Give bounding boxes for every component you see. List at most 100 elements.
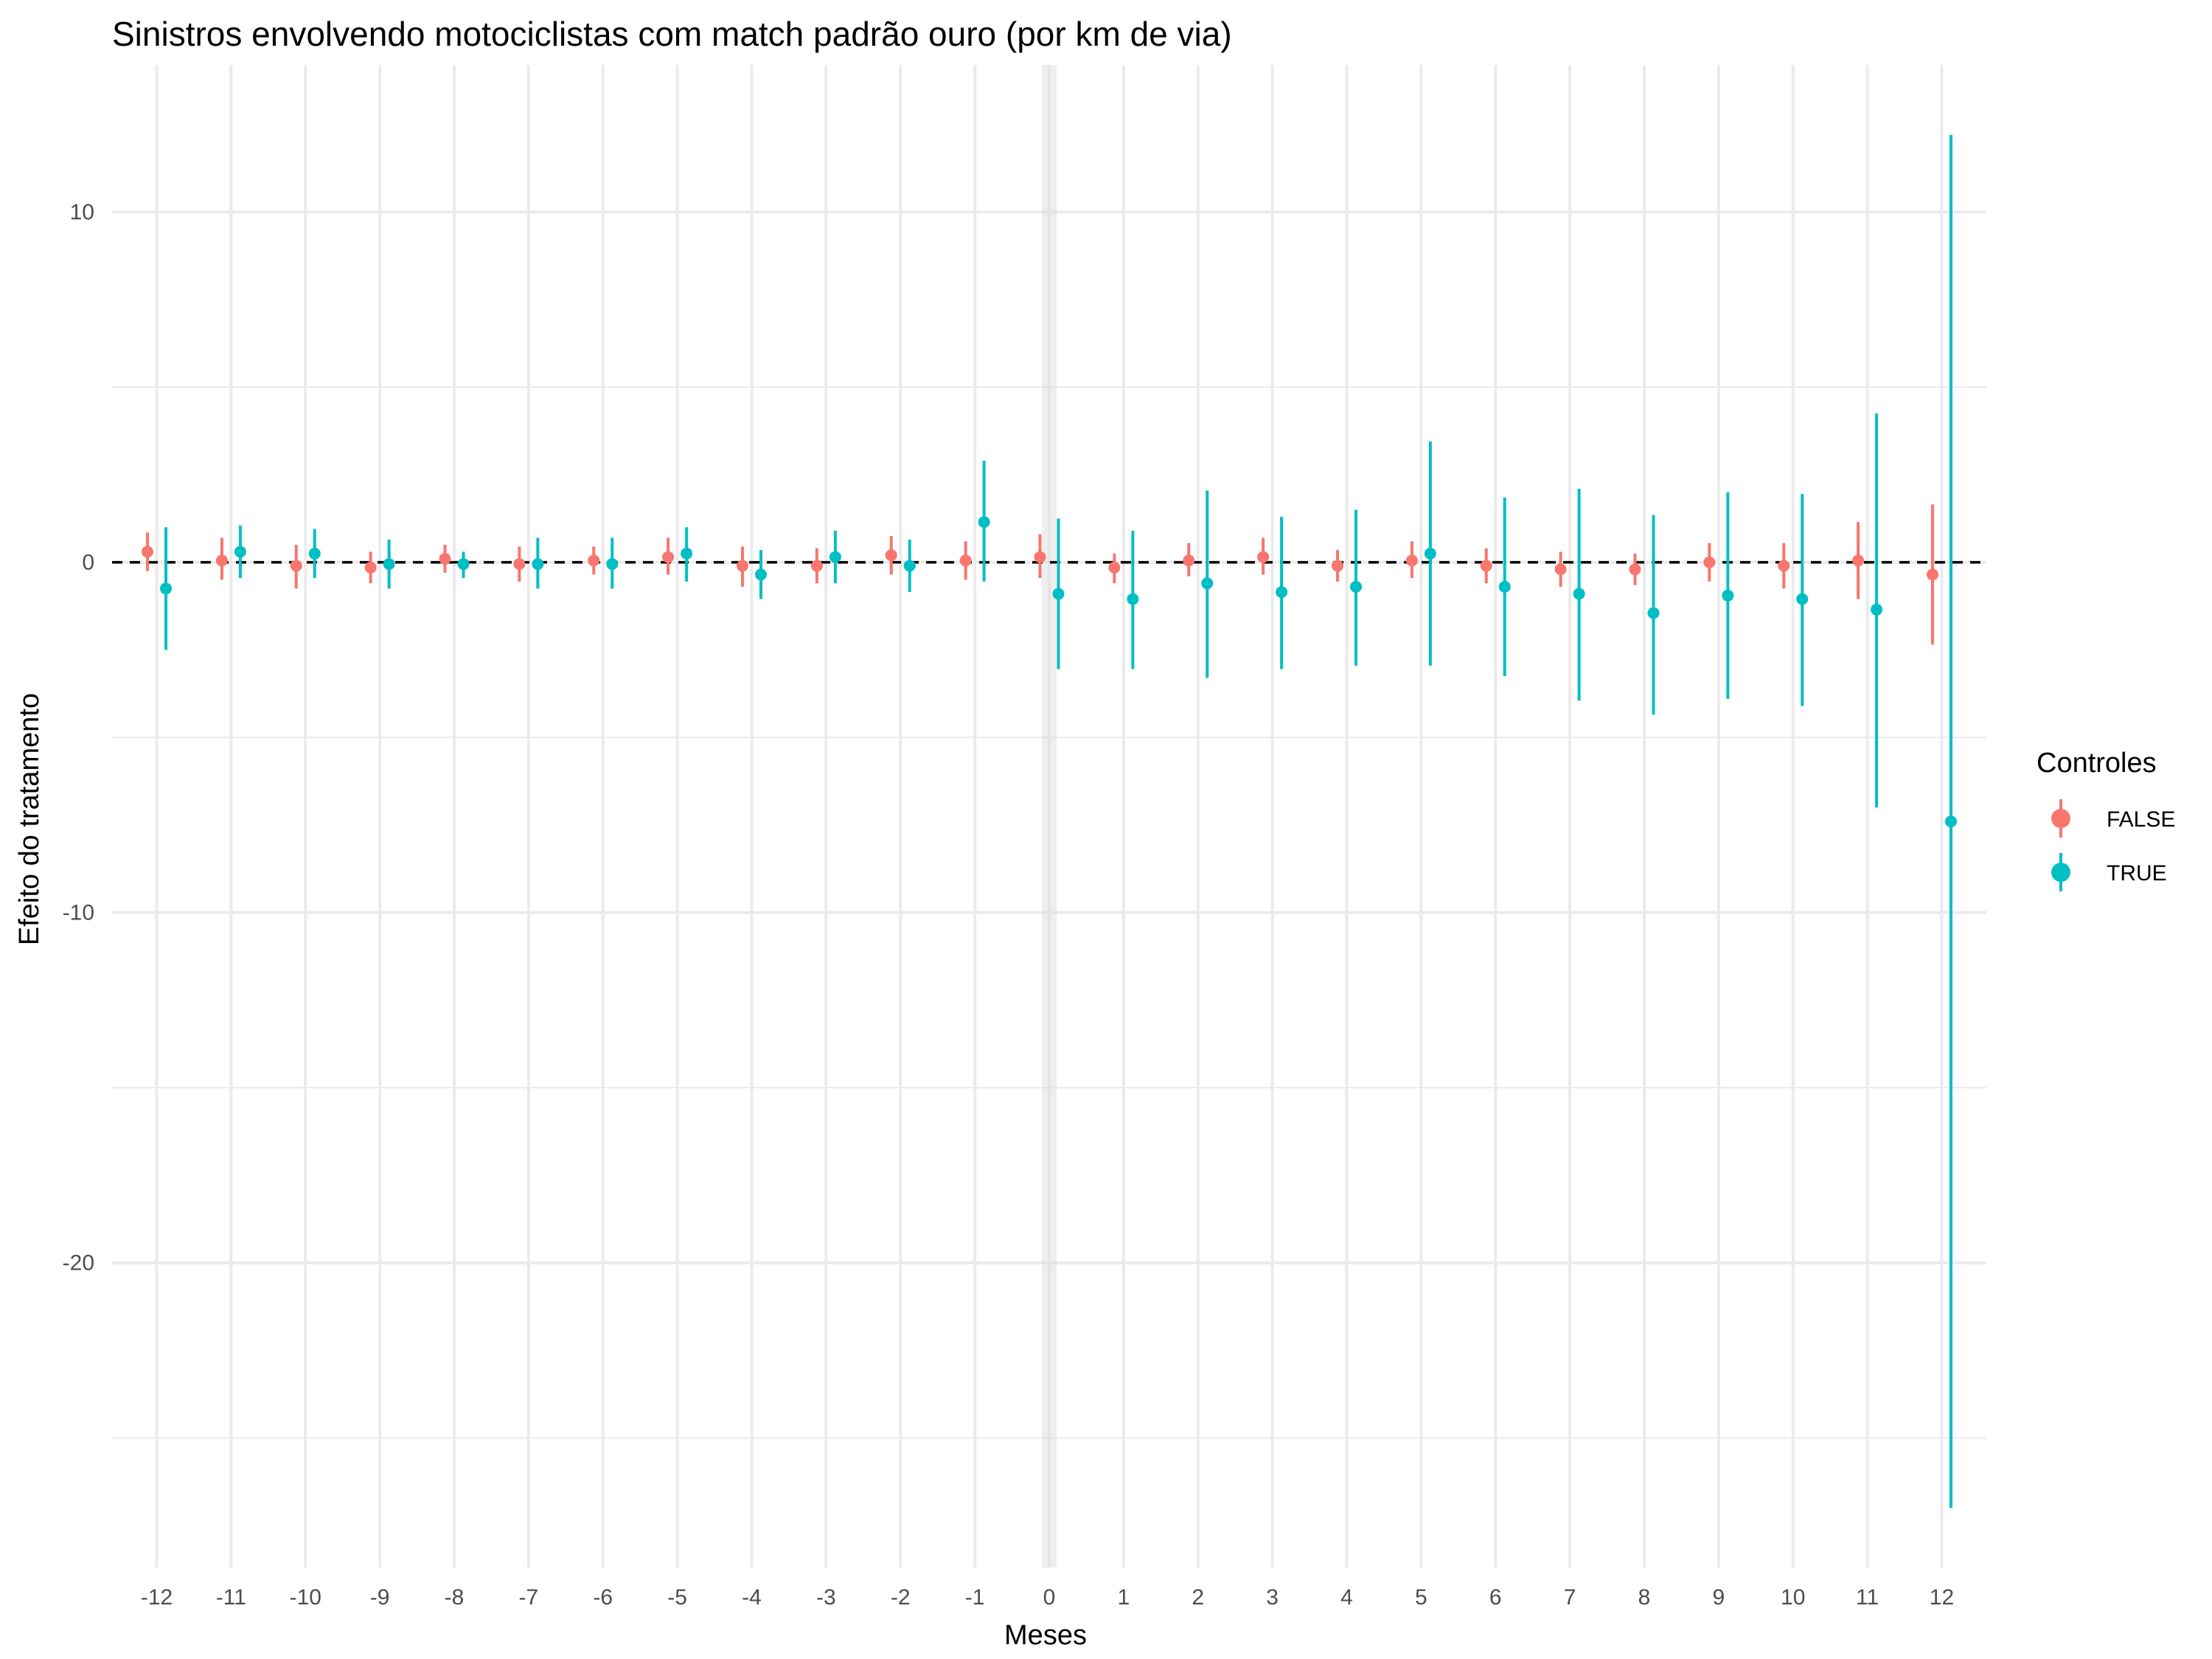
legend-key-point	[2051, 863, 2070, 882]
data-point	[755, 568, 768, 581]
y-tick-label: -20	[63, 1251, 94, 1276]
data-point	[1498, 580, 1511, 593]
x-axis-ticks: -12 -11 -10 -9 -8 -7 -6 -5 -4 -3 -2 -1 0 1 2 3 4 5 6 7 8 9 10 1…	[141, 1585, 1954, 1610]
x-tick-label: 0	[1043, 1585, 1056, 1610]
data-point	[588, 554, 600, 567]
legend-item-false: FALSE	[2051, 799, 2175, 838]
data-point	[1424, 547, 1436, 560]
data-point	[1573, 588, 1585, 600]
x-tick-label: 1	[1118, 1585, 1130, 1610]
legend-title: Controles	[2037, 748, 2157, 779]
shaded-band	[1042, 65, 1057, 1568]
x-tick-label: -2	[891, 1585, 911, 1610]
x-tick-label: -6	[593, 1585, 613, 1610]
x-tick-label: -12	[141, 1585, 173, 1610]
data-point	[1703, 556, 1716, 568]
x-tick-label: -4	[742, 1585, 762, 1610]
data-point	[364, 561, 377, 574]
shaded-region	[1042, 65, 1057, 1568]
data-point	[1034, 551, 1046, 563]
data-point	[1722, 589, 1734, 602]
x-tick-label: 3	[1266, 1585, 1279, 1610]
chart-title: Sinistros envolvendo motociclistas com m…	[112, 15, 1232, 53]
grid	[112, 65, 1986, 1568]
x-tick-label: -8	[445, 1585, 465, 1610]
x-tick-label: 5	[1415, 1585, 1427, 1610]
data-point	[1183, 554, 1195, 567]
data-point	[234, 546, 246, 558]
x-tick-label: -10	[290, 1585, 321, 1610]
data-point	[606, 557, 619, 570]
legend-item-true: TRUE	[2051, 853, 2167, 891]
data-point	[308, 547, 321, 560]
data-point	[959, 554, 972, 567]
x-tick-label: 9	[1713, 1585, 1725, 1610]
data-point	[885, 549, 897, 562]
y-axis-ticks: 10 0 -10 -20	[63, 201, 94, 1276]
data-point	[160, 582, 173, 595]
x-tick-label: -3	[816, 1585, 836, 1610]
x-tick-label: 10	[1781, 1585, 1805, 1610]
data-point	[1052, 588, 1065, 600]
legend-key-point	[2051, 809, 2070, 828]
data-point	[1257, 551, 1270, 563]
data-point	[1926, 568, 1938, 581]
data-point	[978, 515, 990, 528]
data-point	[513, 557, 526, 570]
x-tick-label: 12	[1930, 1585, 1954, 1610]
x-tick-label: 11	[1856, 1585, 1879, 1610]
data-point	[457, 557, 470, 570]
x-tick-label: 6	[1489, 1585, 1502, 1610]
y-tick-label: -10	[63, 901, 94, 925]
y-axis-label: Efeito do tratamento	[14, 693, 45, 945]
legend-label: FALSE	[2107, 807, 2175, 832]
y-tick-label: 0	[82, 551, 94, 575]
data-point	[1647, 607, 1660, 619]
data-point	[1480, 560, 1492, 572]
data-point	[1629, 563, 1641, 576]
x-tick-label: 2	[1192, 1585, 1204, 1610]
data-point	[662, 551, 675, 563]
data-point	[1554, 563, 1567, 576]
data-point	[1852, 554, 1865, 567]
data-point	[1871, 603, 1883, 616]
data-point	[1944, 815, 1957, 828]
data-point	[903, 560, 916, 572]
data-point	[810, 560, 823, 572]
data-point	[1108, 561, 1121, 574]
legend: Controles FALSE TRUE	[2037, 748, 2175, 891]
x-tick-label: 8	[1638, 1585, 1651, 1610]
data-point	[737, 560, 749, 572]
data-point	[1331, 560, 1343, 572]
x-tick-label: -5	[667, 1585, 687, 1610]
data-point	[439, 552, 451, 565]
x-tick-label: -1	[965, 1585, 985, 1610]
x-tick-label: 7	[1564, 1585, 1576, 1610]
x-tick-label: -7	[519, 1585, 539, 1610]
data-point	[1127, 593, 1139, 605]
data-point	[1349, 580, 1362, 593]
data-point	[1276, 585, 1288, 598]
x-tick-label: 4	[1340, 1585, 1353, 1610]
x-tick-label: -9	[370, 1585, 390, 1610]
data-point	[829, 551, 841, 563]
data-point	[215, 554, 228, 567]
legend-label: TRUE	[2107, 861, 2167, 886]
data-point	[1201, 577, 1214, 590]
series-true	[160, 135, 1957, 1509]
series-false	[142, 504, 1938, 645]
x-tick-label: -11	[216, 1585, 246, 1610]
data-point	[383, 557, 395, 570]
data-point	[1796, 593, 1809, 605]
data-point	[142, 546, 154, 558]
x-axis-label: Meses	[1004, 1620, 1087, 1651]
y-tick-label: 10	[70, 201, 94, 225]
data-point	[1778, 560, 1790, 572]
data-point	[532, 557, 544, 570]
data-point	[1405, 554, 1418, 567]
data-point	[290, 560, 302, 572]
series-group	[142, 135, 1957, 1509]
data-point	[681, 547, 693, 560]
